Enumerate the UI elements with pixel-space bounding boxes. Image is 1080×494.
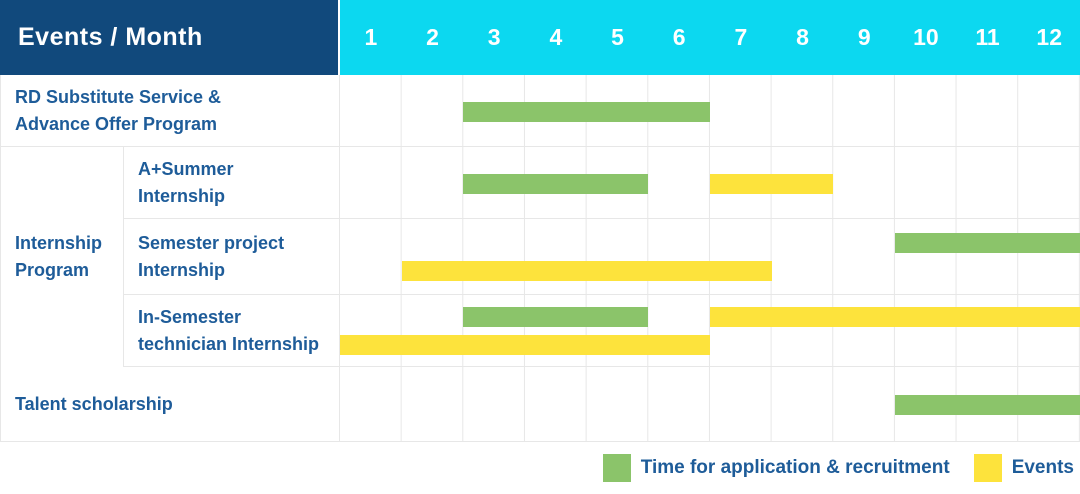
row-label-semester-project-internship: Semester project Internship [124, 219, 340, 294]
row-label-talent-scholarship: Talent scholarship [1, 367, 340, 441]
application-color-swatch-icon [602, 454, 631, 482]
legend: Time for application & recruitment Event… [0, 442, 1080, 494]
table-row: Semester project Internship [124, 219, 1080, 295]
table-row: A+Summer Internship [124, 147, 1080, 219]
table-header-row: Events / Month 1 2 3 4 5 6 7 8 9 10 11 1… [0, 0, 1080, 75]
legend-item-events: Events [973, 454, 1074, 482]
month-header-6: 6 [672, 24, 686, 50]
events-legend-label: Events [1011, 457, 1074, 478]
month-header-4: 4 [549, 24, 563, 50]
chart-row-rd-substitute-service [340, 75, 1080, 146]
month-header-11: 11 [975, 24, 1000, 50]
events-period-bar [710, 173, 834, 194]
events-color-swatch-icon [973, 454, 1002, 482]
chart-row-a-plus-summer-internship [340, 147, 1080, 218]
chart-row-talent-scholarship [340, 367, 1080, 441]
events-month-header-cell: Events / Month [0, 0, 340, 75]
month-header-5: 5 [611, 24, 624, 50]
chart-row-semester-project-internship [340, 219, 1080, 294]
row-label-in-semester-technician-internship: In-Semester technician Internship [124, 295, 340, 366]
table-row: Talent scholarship [0, 367, 1080, 442]
month-header-10: 10 [913, 24, 939, 50]
month-header-12: 12 [1036, 24, 1063, 50]
application-legend-label: Time for application & recruitment [640, 457, 950, 478]
application-period-bar [463, 101, 710, 122]
month-header-9: 9 [857, 24, 871, 50]
application-period-bar [463, 173, 649, 194]
events-period-bar [340, 334, 710, 355]
application-period-bar [463, 306, 649, 327]
month-header-7: 7 [734, 24, 748, 50]
chart-row-in-semester-technician-internship [340, 295, 1080, 366]
table-row: In-Semester technician Internship [124, 295, 1080, 367]
month-header-1: 1 [364, 24, 378, 50]
month-header-8: 8 [796, 24, 809, 50]
month-header-2: 2 [426, 24, 439, 50]
month-header-strip: 1 2 3 4 5 6 7 8 9 10 11 12 [340, 0, 1080, 75]
legend-item-application: Time for application & recruitment [602, 454, 950, 482]
events-period-bar [710, 306, 1080, 327]
group-label-internship-program: Internship Program [1, 147, 124, 367]
internship-program-subrows: A+Summer Internship Semester project Int… [124, 147, 1080, 367]
application-period-bar [895, 232, 1080, 253]
row-label-rd-substitute-service: RD Substitute Service & Advance Offer Pr… [1, 75, 340, 146]
internship-program-group: Internship Program A+Summer Internship S… [0, 147, 1080, 367]
events-period-bar [401, 260, 772, 281]
application-period-bar [895, 395, 1080, 415]
month-header-3: 3 [487, 24, 501, 50]
table-row: RD Substitute Service & Advance Offer Pr… [0, 75, 1080, 147]
row-label-a-plus-summer-internship: A+Summer Internship [124, 147, 340, 218]
